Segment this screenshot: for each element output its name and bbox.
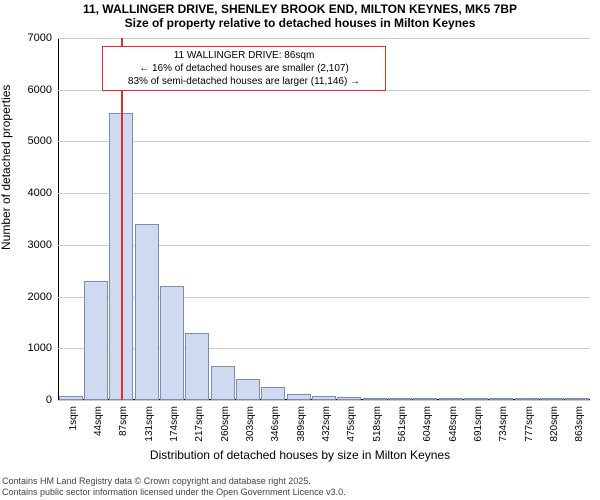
plot-area: 010002000300040005000600070001sqm44sqm87…	[58, 38, 590, 400]
xtick-label: 131sqm	[144, 406, 155, 442]
xtick-label: 1sqm	[68, 406, 79, 430]
ytick-label: 1000	[28, 342, 52, 354]
histogram-bar	[160, 286, 184, 400]
histogram-bar	[287, 394, 311, 400]
xtick-label: 346sqm	[270, 406, 281, 442]
ytick-label: 0	[46, 394, 52, 406]
histogram-bar	[363, 398, 387, 400]
histogram-chart: 11, WALLINGER DRIVE, SHENLEY BROOK END, …	[0, 0, 600, 500]
xtick-label: 44sqm	[93, 406, 104, 436]
xtick-label: 734sqm	[498, 406, 509, 442]
xtick-label: 174sqm	[169, 406, 180, 442]
annotation-line1: 11 WALLINGER DRIVE: 86sqm	[107, 49, 381, 62]
xtick-label: 648sqm	[448, 406, 459, 442]
xtick-label: 561sqm	[397, 406, 408, 442]
footer-line1: Contains HM Land Registry data © Crown c…	[2, 476, 346, 487]
histogram-bar	[388, 398, 412, 400]
histogram-bar	[337, 397, 361, 400]
ytick-label: 5000	[28, 135, 52, 147]
grid-line	[58, 38, 590, 39]
histogram-bar	[464, 398, 488, 400]
property-marker-line	[121, 38, 123, 400]
xtick-label: 432sqm	[321, 406, 332, 442]
chart-title: 11, WALLINGER DRIVE, SHENLEY BROOK END, …	[0, 2, 600, 31]
x-axis-label: Distribution of detached houses by size …	[0, 448, 600, 462]
grid-line	[58, 141, 590, 142]
title-line2: Size of property relative to detached ho…	[0, 16, 600, 30]
histogram-bar	[236, 379, 260, 400]
grid-line	[58, 193, 590, 194]
y-axis-line	[58, 38, 59, 400]
xtick-label: 260sqm	[220, 406, 231, 442]
histogram-bar	[489, 398, 513, 400]
xtick-label: 604sqm	[422, 406, 433, 442]
xtick-label: 389sqm	[296, 406, 307, 442]
histogram-bar	[312, 396, 336, 400]
histogram-bar	[439, 398, 463, 400]
y-axis-label: Number of detached properties	[0, 85, 13, 250]
ytick-label: 2000	[28, 291, 52, 303]
histogram-bar	[185, 333, 209, 400]
ytick-label: 7000	[28, 32, 52, 44]
histogram-bar	[413, 398, 437, 400]
xtick-label: 518sqm	[372, 406, 383, 442]
histogram-bar	[565, 398, 589, 400]
histogram-bar	[540, 398, 564, 400]
histogram-bar	[211, 366, 235, 400]
ytick-label: 6000	[28, 84, 52, 96]
xtick-label: 87sqm	[118, 406, 129, 436]
histogram-bar	[515, 398, 539, 400]
xtick-label: 475sqm	[346, 406, 357, 442]
title-line1: 11, WALLINGER DRIVE, SHENLEY BROOK END, …	[0, 2, 600, 16]
xtick-label: 820sqm	[549, 406, 560, 442]
ytick-label: 4000	[28, 187, 52, 199]
xtick-label: 777sqm	[524, 406, 535, 442]
histogram-bar	[84, 281, 108, 400]
xtick-label: 863sqm	[574, 406, 585, 442]
histogram-bar	[261, 387, 285, 400]
annotation-box: 11 WALLINGER DRIVE: 86sqm← 16% of detach…	[102, 46, 386, 91]
annotation-line2: ← 16% of detached houses are smaller (2,…	[107, 62, 381, 75]
annotation-line3: 83% of semi-detached houses are larger (…	[107, 75, 381, 88]
ytick-label: 3000	[28, 239, 52, 251]
histogram-bar	[135, 224, 159, 400]
xtick-label: 217sqm	[194, 406, 205, 442]
xtick-label: 691sqm	[473, 406, 484, 442]
histogram-bar	[59, 396, 83, 400]
footer-line2: Contains public sector information licen…	[2, 487, 346, 498]
grid-line	[58, 400, 590, 401]
footer-attribution: Contains HM Land Registry data © Crown c…	[2, 476, 346, 498]
xtick-label: 303sqm	[245, 406, 256, 442]
